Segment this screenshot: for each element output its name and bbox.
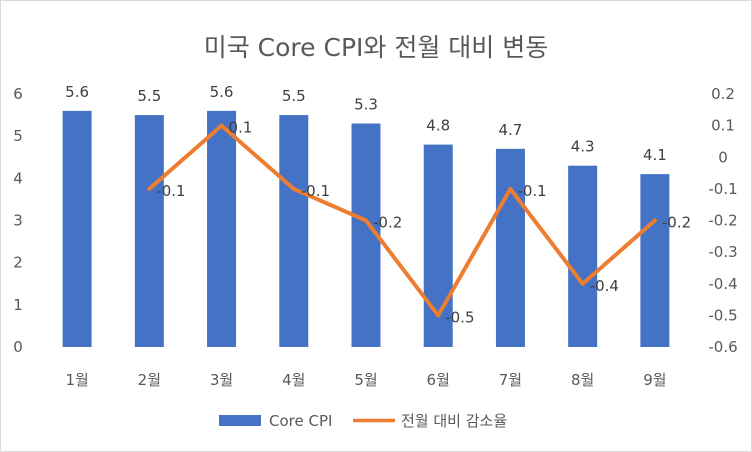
line-point-2 — [147, 186, 152, 191]
bar-series — [62, 110, 670, 348]
bar-data-label: 4.3 — [571, 138, 595, 156]
left-axis-tick-label: 2 — [13, 254, 23, 272]
left-axis-tick-label: 5 — [13, 127, 23, 145]
line-data-label: -0.1 — [156, 182, 185, 200]
x-axis-tick-label: 6월 — [427, 371, 450, 389]
line-point-3 — [219, 123, 224, 128]
bar-8 — [568, 165, 598, 347]
right-axis-tick-label: -0.4 — [708, 275, 737, 293]
left-axis-tick-label: 4 — [13, 169, 23, 187]
bar-data-label: 5.6 — [65, 83, 89, 101]
right-axis-tick-label: -0.6 — [708, 338, 737, 356]
legend-label-core-cpi: Core CPI — [269, 412, 332, 430]
bar-1 — [62, 110, 92, 347]
right-axis-tick-label: 0.2 — [711, 85, 735, 103]
x-axis: 1월 2월 3월 4월 5월 6월 7월 8월 9월 — [65, 371, 666, 389]
right-axis: 0.2 0.1 0 -0.1 -0.2 -0.3 -0.4 -0.5 -0.6 — [708, 85, 737, 356]
bar-data-label: 5.5 — [282, 87, 306, 105]
line-point-6 — [436, 313, 441, 318]
line-point-4 — [291, 186, 296, 191]
bar-4 — [279, 115, 309, 347]
left-axis-tick-label: 3 — [13, 212, 23, 230]
x-axis-tick-label: 1월 — [65, 371, 88, 389]
x-axis-tick-label: 7월 — [499, 371, 522, 389]
bar-data-label: 4.7 — [499, 121, 523, 139]
bar-2 — [134, 115, 164, 347]
bar-data-label: 4.1 — [643, 146, 667, 164]
left-axis-tick-label: 1 — [13, 296, 23, 314]
line-data-label: 0.1 — [229, 119, 253, 137]
line-point-9 — [652, 218, 657, 223]
right-axis-tick-label: -0.5 — [708, 306, 737, 324]
line-point-5 — [364, 218, 368, 223]
bar-9 — [640, 174, 670, 347]
legend-label-mom-change: 전월 대비 감소율 — [401, 412, 507, 430]
right-axis-tick-label: -0.1 — [708, 180, 737, 198]
bar-data-labels: 5.6 5.5 5.6 5.5 5.3 4.8 4.7 4.3 4.1 — [65, 83, 667, 164]
left-axis-tick-label: 6 — [13, 85, 23, 103]
right-axis-tick-label: -0.3 — [708, 243, 737, 261]
right-axis-tick-label: -0.2 — [708, 212, 737, 230]
bar-3 — [207, 110, 237, 347]
line-data-label: -0.2 — [373, 214, 402, 232]
x-axis-tick-label: 8월 — [571, 371, 594, 389]
left-axis: 0 1 2 3 4 5 6 — [13, 85, 23, 356]
x-axis-tick-label: 3월 — [210, 371, 233, 389]
bar-data-label: 4.8 — [426, 117, 450, 135]
x-axis-tick-label: 2월 — [138, 371, 161, 389]
chart-title: 미국 Core CPI와 전월 대비 변동 — [204, 33, 549, 62]
line-data-labels: -0.1 0.1 -0.1 -0.2 -0.5 -0.1 -0.4 -0.2 — [156, 119, 691, 327]
left-axis-tick-label: 0 — [13, 338, 23, 356]
legend: Core CPI 전월 대비 감소율 — [219, 412, 507, 430]
line-path — [147, 123, 657, 318]
bar-data-label: 5.5 — [137, 87, 161, 105]
x-axis-tick-label: 9월 — [643, 371, 666, 389]
right-axis-tick-label: 0 — [718, 148, 728, 166]
line-point-7 — [508, 186, 513, 191]
line-point-8 — [580, 281, 585, 286]
x-axis-tick-label: 4월 — [282, 371, 305, 389]
line-data-label: -0.4 — [590, 277, 619, 295]
line-series — [147, 123, 657, 318]
bar-data-label: 5.6 — [210, 83, 234, 101]
right-axis-tick-label: 0.1 — [711, 117, 735, 135]
line-data-label: -0.1 — [301, 182, 330, 200]
line-data-label: -0.1 — [517, 182, 546, 200]
line-data-label: -0.2 — [662, 214, 691, 232]
line-data-label: -0.5 — [445, 308, 474, 326]
bar-data-label: 5.3 — [354, 96, 378, 114]
legend-swatch-core-cpi — [219, 415, 261, 426]
bar-7 — [495, 148, 525, 347]
x-axis-tick-label: 5월 — [354, 371, 377, 389]
